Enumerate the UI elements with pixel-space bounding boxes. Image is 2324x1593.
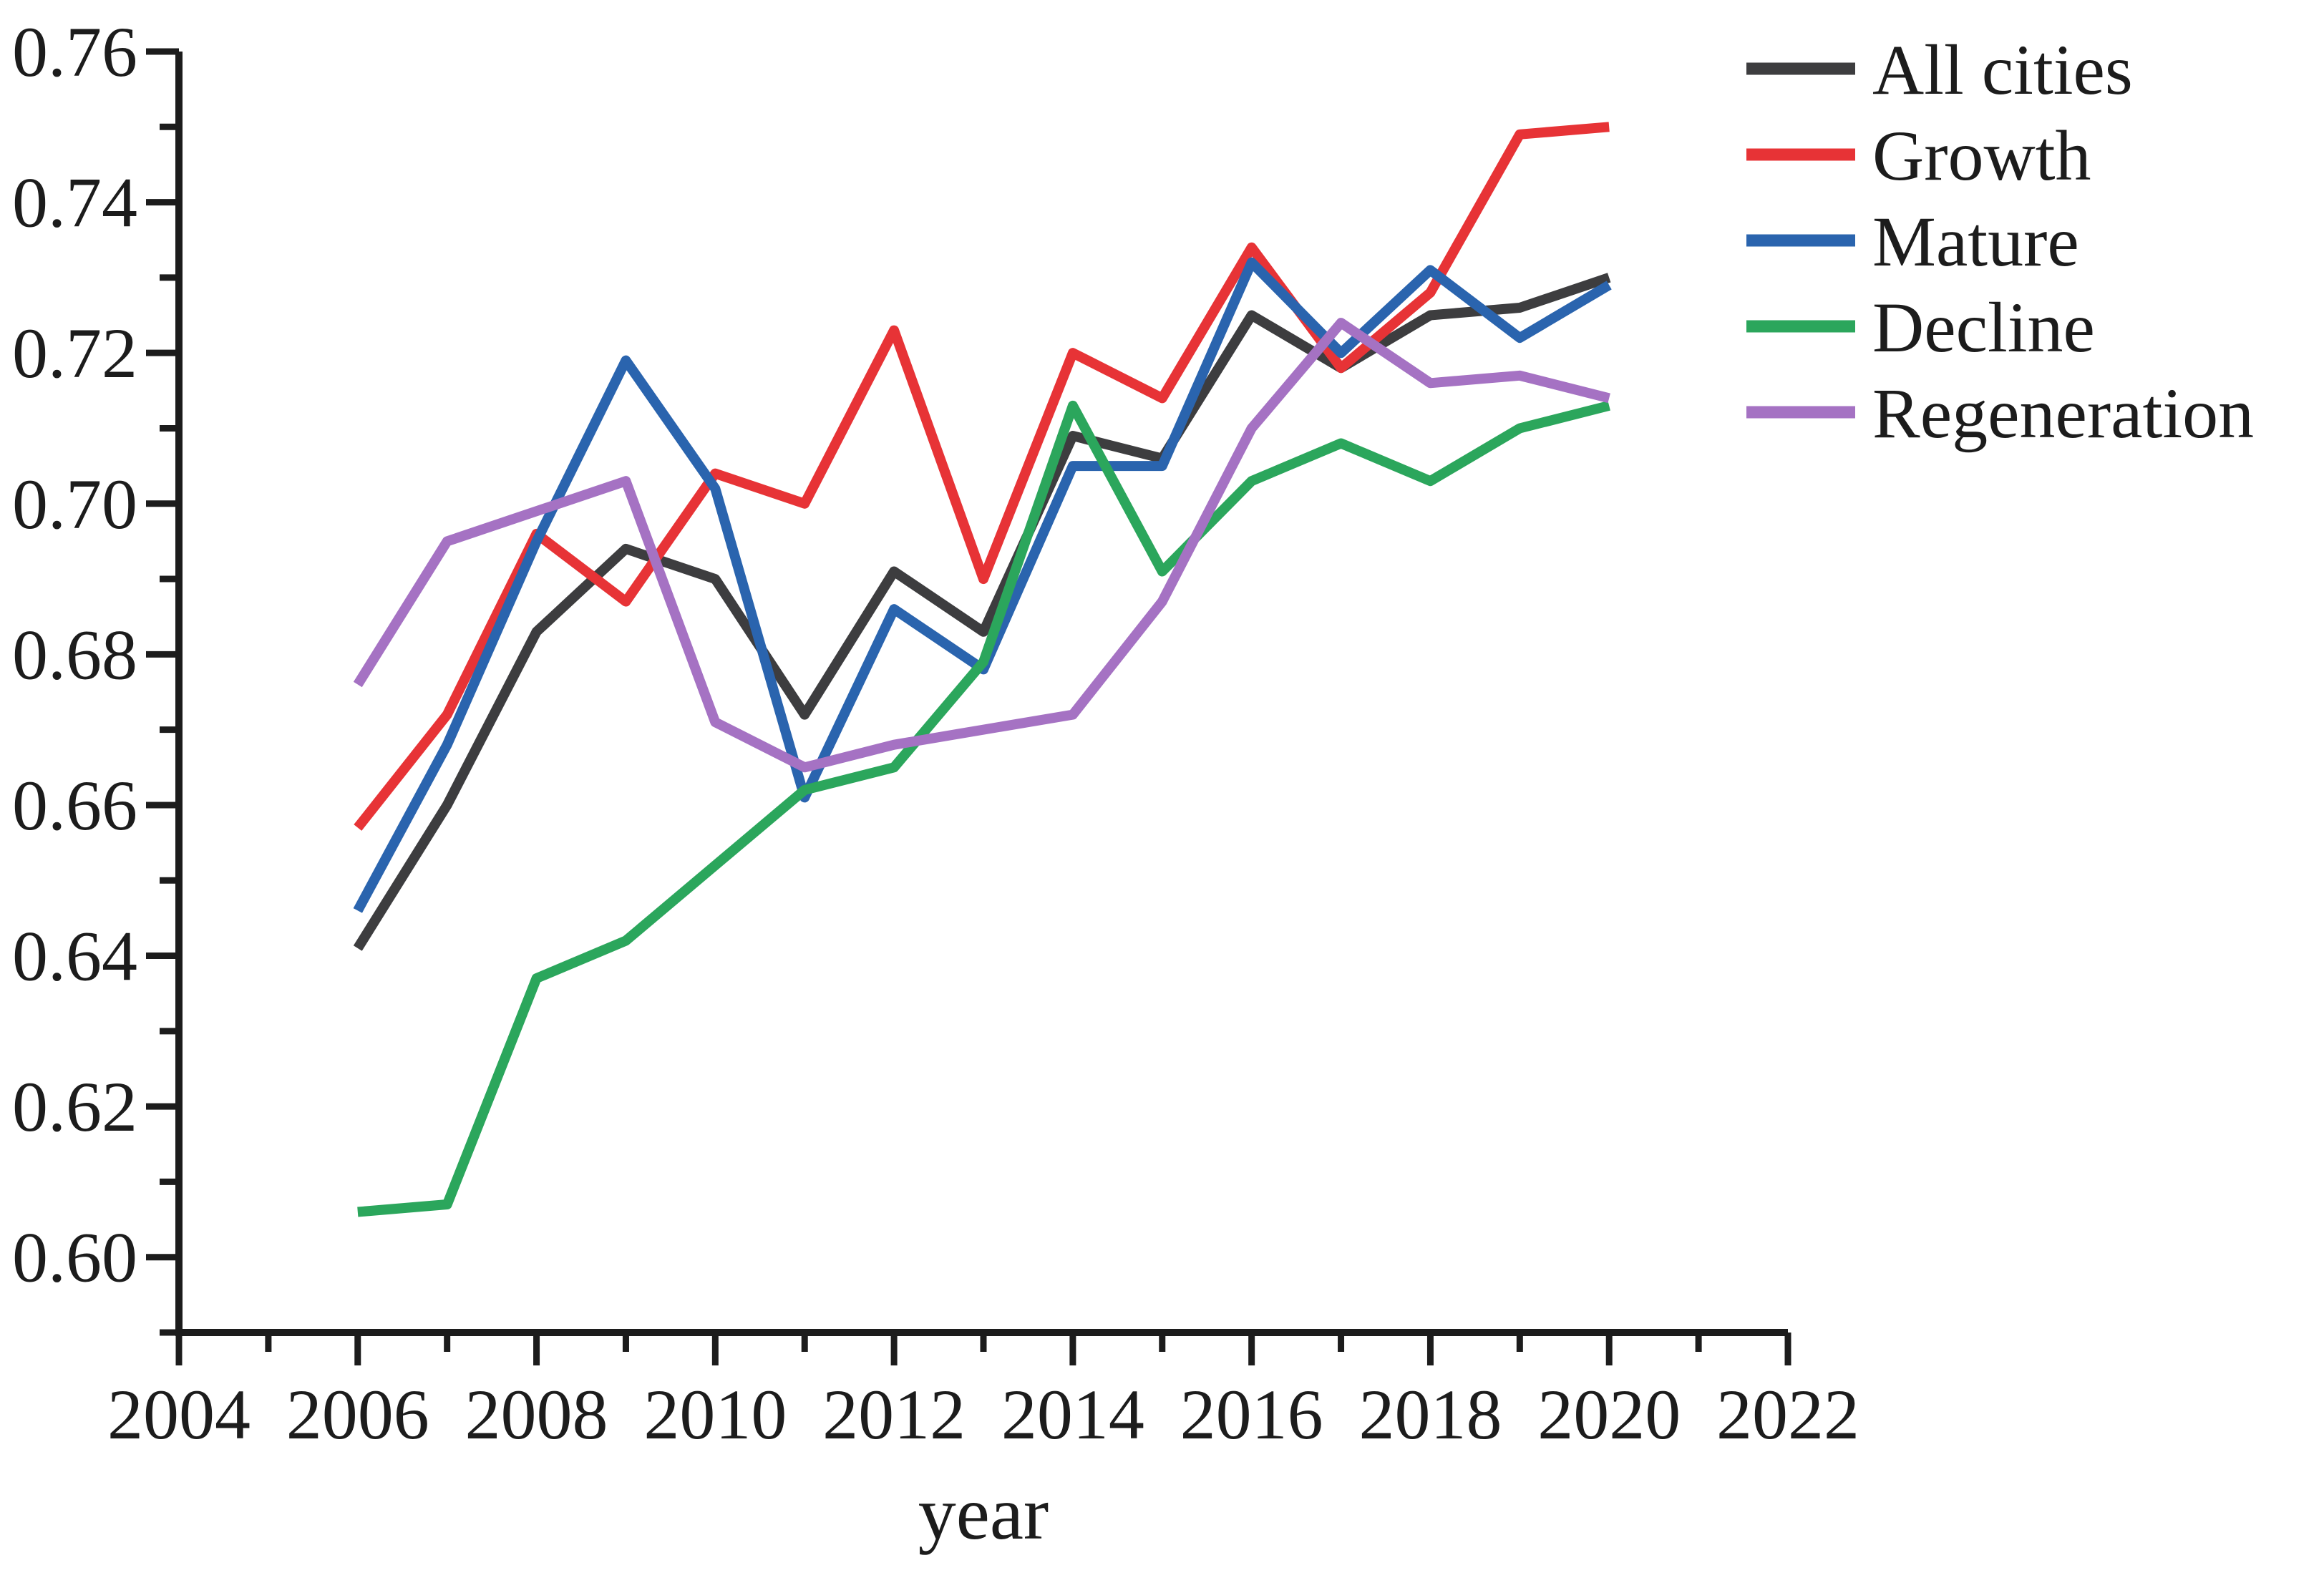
legend-label-decline: Decline [1872, 288, 2095, 367]
legend-item: Mature [1746, 202, 2079, 281]
series-line-decline [357, 400, 1610, 1217]
y-tick-label: 0.72 [12, 313, 137, 393]
legend-item: Regeneration [1746, 374, 2254, 453]
series-line-regeneration [353, 318, 1610, 773]
legend-label-mature: Mature [1872, 202, 2079, 281]
legend-item: All cities [1746, 30, 2133, 109]
x-axis-title: year [918, 1471, 1049, 1555]
plot-area: 0.60 0.62 0.64 0.66 0.68 0.70 0.72 0.74 0.76 2004… [12, 12, 1859, 1454]
y-tick-label: 0.70 [12, 464, 137, 544]
x-tick-label: 2020 [1537, 1375, 1681, 1454]
legend-label-all-cities: All cities [1872, 30, 2133, 109]
y-tick-label: 0.74 [12, 163, 137, 243]
x-tick-label: 2004 [107, 1375, 251, 1454]
x-tick-label: 2006 [286, 1375, 429, 1454]
legend-label-growth: Growth [1872, 116, 2091, 195]
legend-item: Decline [1746, 288, 2095, 367]
legend-label-regeneration: Regeneration [1872, 374, 2254, 453]
series-line-mature [353, 257, 1612, 913]
series-line-growth [354, 122, 1610, 831]
y-tick-label: 0.68 [12, 615, 137, 694]
x-tick-label: 2022 [1716, 1375, 1859, 1454]
series-line-all-cities [353, 273, 1611, 951]
y-tick-label: 0.64 [12, 917, 137, 996]
y-tick-label: 0.60 [12, 1218, 137, 1297]
x-tick-label: 2018 [1358, 1375, 1502, 1454]
x-tick-label: 2008 [465, 1375, 608, 1454]
legend-item: Growth [1746, 116, 2091, 195]
y-tick-label: 0.62 [12, 1067, 137, 1146]
legend: All cities Growth Mature Decline Regener… [1746, 30, 2254, 453]
x-tick-label: 2014 [1001, 1375, 1144, 1454]
y-tick-label: 0.66 [12, 766, 137, 845]
x-tick-label: 2016 [1180, 1375, 1323, 1454]
y-tick-label: 0.76 [12, 12, 137, 92]
x-tick-label: 2012 [822, 1375, 966, 1454]
x-tick-label: 2010 [643, 1375, 787, 1454]
